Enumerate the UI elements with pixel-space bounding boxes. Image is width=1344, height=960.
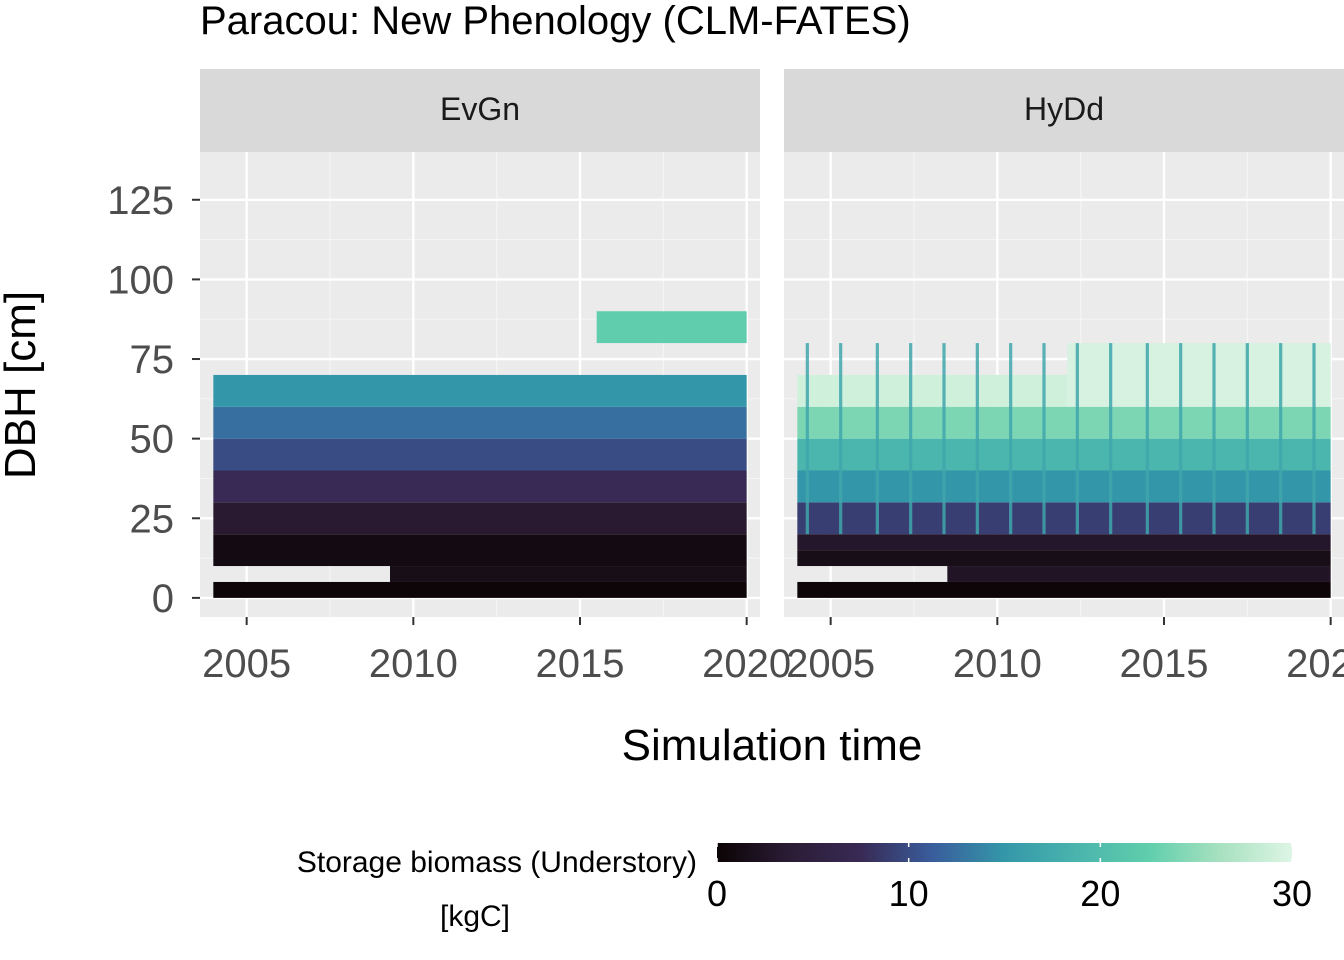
- heatmap-cell: [1067, 343, 1331, 407]
- x-tick-label: 2005: [786, 642, 875, 686]
- heatmap-spike: [805, 343, 809, 535]
- heatmap-cell: [213, 438, 747, 471]
- heatmap-spike: [1109, 343, 1113, 535]
- heatmap-cell: [797, 470, 1331, 503]
- facet-strip-label: EvGn: [440, 91, 520, 127]
- heatmap-cell: [947, 566, 1331, 582]
- legend-title-line2: [kgC]: [440, 900, 510, 933]
- heatmap-spike: [1042, 343, 1046, 535]
- legend-title-line1: Storage biomass (Understory): [297, 846, 697, 879]
- y-tick-label: 50: [130, 418, 175, 462]
- heatmap-cell: [797, 502, 1331, 535]
- facet-strip: [200, 69, 760, 152]
- legend: Storage biomass (Understory) [kgC] 0 10 20…: [297, 843, 1312, 933]
- legend-ticks: 0 10 20 30: [707, 843, 1312, 914]
- legend-colorbar: [717, 843, 1292, 862]
- x-tick-label: 2015: [1120, 642, 1209, 686]
- heatmap-cell: [797, 550, 1331, 567]
- legend-tick-label: 10: [889, 873, 929, 914]
- heatmap-spike: [875, 343, 879, 535]
- heatmap-spike: [1145, 343, 1149, 535]
- facet-strip: [784, 69, 1344, 152]
- chart-title: Paracou: New Phenology (CLM-FATES): [200, 0, 911, 43]
- heatmap-cell: [797, 581, 1331, 598]
- heatmap-spike: [1075, 343, 1079, 535]
- heatmap-cell: [213, 534, 747, 567]
- heatmap-cell: [213, 374, 747, 407]
- heatmap-tiles: [213, 311, 747, 598]
- panel-evgn: EvGn: [200, 69, 760, 617]
- x-tick-label: 2005: [202, 642, 291, 686]
- heatmap-spike: [909, 343, 913, 535]
- y-tick-label: 125: [107, 179, 174, 223]
- heatmap-spike: [1279, 343, 1283, 535]
- heatmap-cell: [596, 311, 747, 344]
- x-axis-title: Simulation time: [622, 721, 923, 770]
- x-tick-label: 2015: [536, 642, 625, 686]
- heatmap-cell: [213, 502, 747, 535]
- legend-tick-label: 30: [1272, 873, 1312, 914]
- x-axes: 20052010201520202005201020152020: [202, 617, 1344, 686]
- facet-strip-label: HyDd: [1024, 91, 1104, 127]
- heatmap-cell: [797, 438, 1331, 471]
- heatmap-spike: [942, 343, 946, 535]
- panel-hydd: HyDd: [784, 69, 1344, 617]
- heatmap-spike: [1009, 343, 1013, 535]
- heatmap-cell: [390, 566, 747, 582]
- legend-tick-label: 0: [707, 873, 727, 914]
- y-tick-label: 25: [130, 497, 175, 541]
- heatmap-cell: [213, 470, 747, 503]
- legend-tick-label: 20: [1080, 873, 1120, 914]
- y-tick-label: 75: [130, 338, 175, 382]
- heatmap-cell: [213, 406, 747, 439]
- heatmap-spike: [1179, 343, 1183, 535]
- y-axis: 0 25 50 75 100 125: [107, 179, 200, 621]
- y-axis-title: DBH [cm]: [0, 291, 45, 479]
- heatmap-spike: [1212, 343, 1216, 535]
- heatmap-cell: [213, 581, 747, 598]
- heatmap-cell: [797, 406, 1331, 439]
- heatmap-cell: [797, 374, 1068, 407]
- panels: EvGn HyDd: [200, 69, 1344, 617]
- heatmap-spike: [1312, 343, 1316, 535]
- heatmap-cell: [797, 534, 1331, 551]
- heatmap-spike: [1245, 343, 1249, 535]
- x-tick-label: 2020: [1286, 642, 1344, 686]
- x-tick-label: 2020: [702, 642, 791, 686]
- x-tick-label: 2010: [953, 642, 1042, 686]
- heatmap-spike: [839, 343, 843, 535]
- heatmap-spike: [975, 343, 979, 535]
- x-tick-label: 2010: [369, 642, 458, 686]
- heatmap-tiles: [797, 343, 1331, 598]
- y-tick-label: 0: [152, 577, 174, 621]
- y-tick-label: 100: [107, 258, 174, 302]
